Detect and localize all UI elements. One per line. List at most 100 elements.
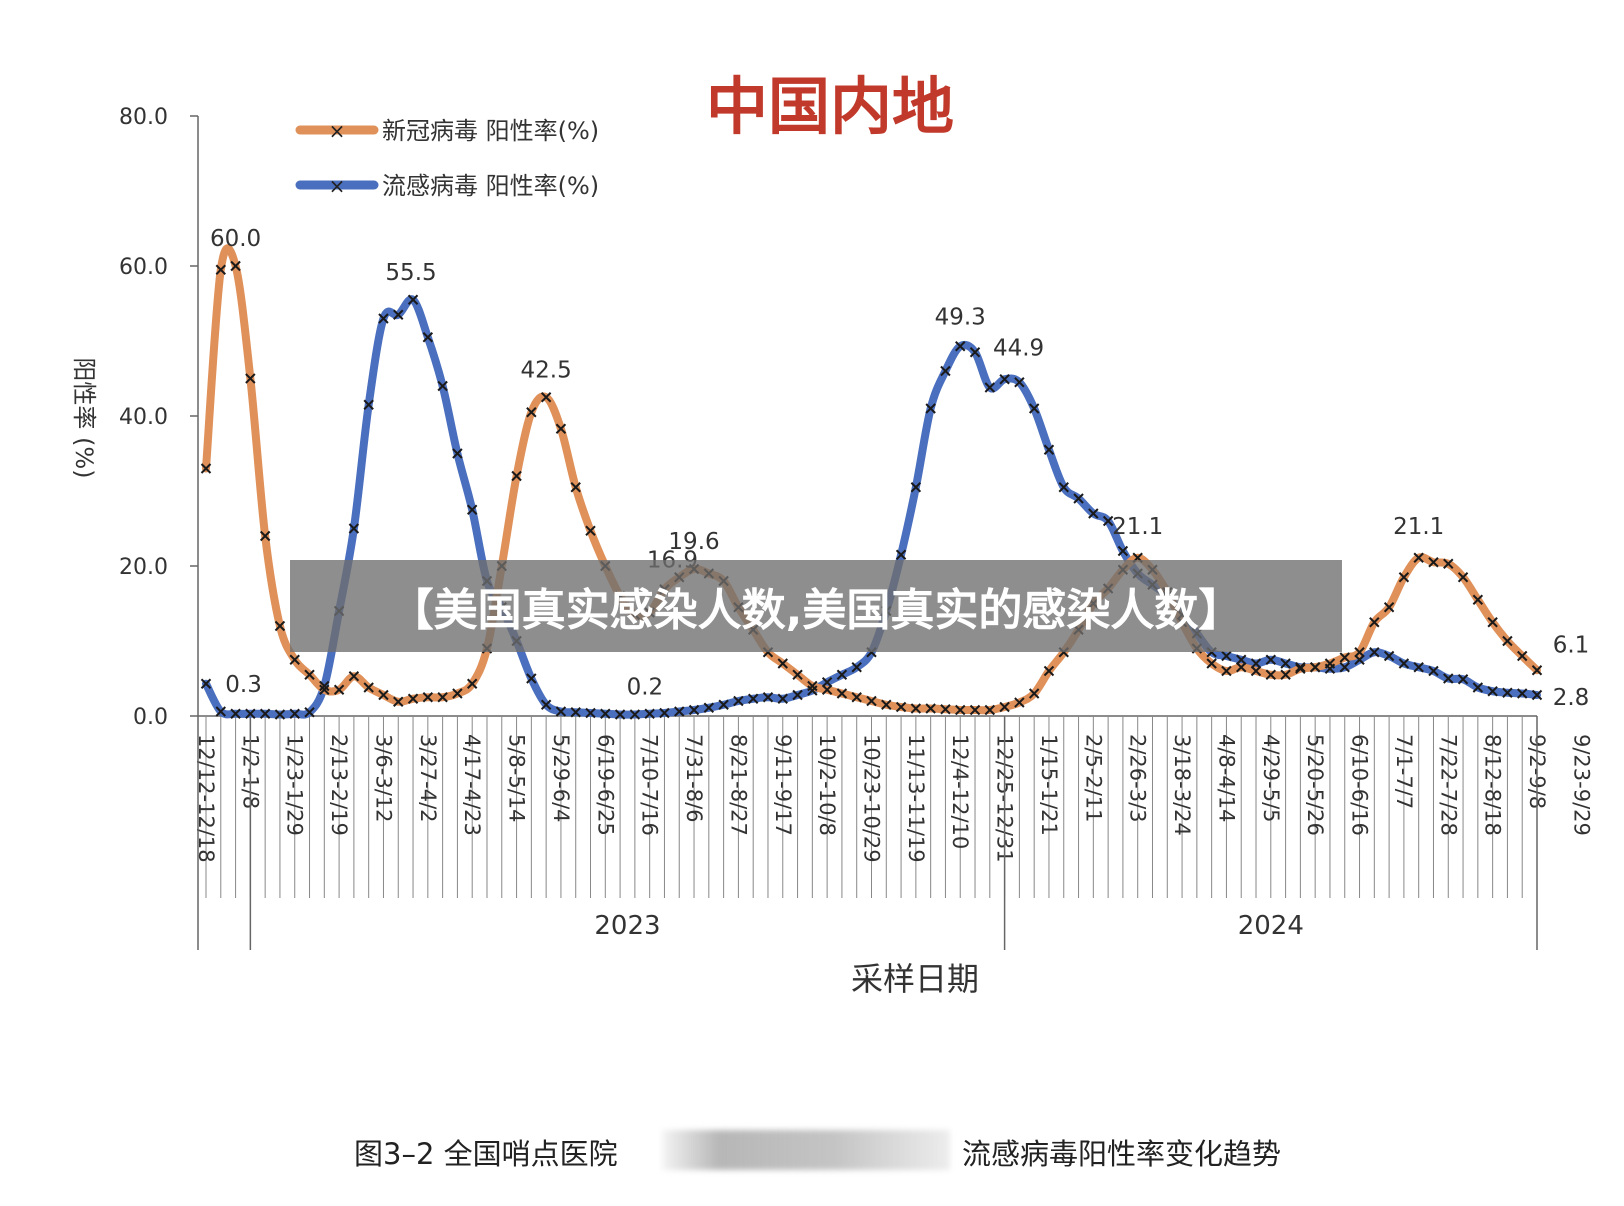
data-point-flu: [230, 708, 241, 719]
data-point-flu: [969, 347, 981, 358]
data-point-covid: [1309, 662, 1321, 673]
data-point-flu: [1221, 650, 1232, 662]
data-point-covid: [393, 696, 404, 707]
data-point-flu: [851, 662, 862, 673]
data-point-flu: [585, 707, 596, 719]
data-point-flu: [407, 294, 419, 305]
data-point-covid: [245, 373, 256, 384]
x-tick-label: 10/23-10/29: [860, 734, 884, 863]
y-tick-label: 80.0: [119, 105, 168, 130]
data-point-flu: [1487, 686, 1498, 697]
data-point-flu: [821, 677, 833, 688]
data-point-covid: [1295, 663, 1306, 674]
data-point-covid: [289, 654, 300, 665]
x-tick-label: 4/29-5/5: [1259, 734, 1283, 823]
data-point-flu: [437, 380, 448, 392]
data-point-flu: [674, 706, 685, 717]
x-tick-label: 6/19-6/25: [593, 734, 617, 836]
data-point-covid: [585, 525, 596, 536]
x-tick-label: 3/18-3/24: [1170, 734, 1194, 836]
data-point-flu: [747, 693, 759, 704]
data-point-flu: [289, 708, 300, 719]
x-tick-label: 7/31-8/6: [682, 734, 706, 823]
data-point-covid: [984, 704, 996, 716]
data-point-flu: [1073, 493, 1084, 504]
data-point-flu: [1295, 662, 1306, 673]
data-point-covid: [807, 680, 818, 692]
data-point-covid: [319, 684, 330, 695]
data-point-covid: [407, 693, 419, 704]
data-label-covid: 19.6: [668, 529, 719, 555]
data-label-flu: 49.3: [935, 304, 986, 330]
data-point-flu: [1398, 658, 1410, 669]
data-point-covid: [1502, 635, 1513, 647]
data-point-covid: [259, 530, 271, 542]
data-point-covid: [1236, 662, 1247, 673]
figure-caption-right: 流感病毒阳性率变化趋势: [962, 1137, 1281, 1171]
overlay-banner: 【美国真实感染人数,美国真实的感染人数】: [290, 560, 1342, 652]
data-point-covid: [1369, 617, 1380, 628]
x-tick-label: 11/13-11/19: [904, 734, 928, 863]
data-point-flu: [1517, 688, 1528, 699]
data-label-flu: 0.3: [225, 672, 262, 698]
data-point-covid: [422, 692, 434, 703]
data-point-flu: [570, 707, 581, 718]
data-point-flu: [1383, 650, 1395, 662]
x-tick-label: 5/29-6/4: [549, 734, 573, 823]
data-point-covid: [304, 669, 315, 680]
data-point-flu: [452, 448, 463, 459]
x-tick-label: 1/15-1/21: [1037, 734, 1061, 836]
data-point-covid: [792, 669, 803, 680]
y-axis-title: 阳性率 (%): [70, 357, 98, 478]
data-point-covid: [466, 678, 478, 689]
data-point-flu: [895, 549, 907, 560]
data-point-flu: [1028, 403, 1040, 414]
data-point-flu: [925, 403, 936, 414]
data-point-covid: [1339, 652, 1350, 663]
data-point-flu: [274, 709, 286, 720]
data-point-covid: [1265, 669, 1277, 680]
x-tick-label: 9/23-9/29: [1569, 734, 1593, 836]
data-label-flu: 0.2: [627, 675, 664, 701]
data-point-flu: [688, 704, 700, 716]
x-tick-label: 10/2-10/8: [815, 734, 839, 836]
data-point-flu: [393, 309, 404, 320]
data-point-covid: [1531, 665, 1543, 676]
legend-label-covid: 新冠病毒 阳性率(%): [382, 117, 599, 145]
x-tick-label: 4/8-4/14: [1214, 734, 1238, 823]
data-point-covid: [230, 260, 241, 272]
figure-caption-left: 图3–2 全国哨点医院: [354, 1137, 618, 1171]
data-point-flu: [540, 699, 552, 710]
data-point-covid: [555, 423, 567, 434]
data-point-flu: [1443, 673, 1454, 684]
data-point-covid: [1324, 658, 1336, 669]
data-point-flu: [363, 399, 374, 410]
data-point-flu: [1472, 682, 1484, 693]
data-point-covid: [821, 684, 833, 695]
data-point-flu: [1339, 662, 1350, 673]
data-point-flu: [1088, 508, 1099, 519]
data-point-flu: [733, 695, 744, 707]
data-point-covid: [511, 470, 522, 482]
data-point-flu: [1043, 444, 1055, 455]
data-point-covid: [1250, 665, 1262, 677]
legend-label-flu: 流感病毒 阳性率(%): [382, 172, 599, 200]
x-tick-label: 7/1-7/7: [1392, 734, 1416, 809]
data-point-flu: [836, 669, 848, 680]
data-point-covid: [1206, 658, 1217, 669]
data-point-covid: [200, 463, 212, 474]
x-tick-label: 7/10-7/16: [638, 734, 662, 836]
data-point-flu: [1265, 654, 1277, 665]
data-point-flu: [245, 708, 256, 719]
data-point-covid: [1472, 594, 1484, 605]
data-point-covid: [940, 704, 951, 715]
data-label-covid: 60.0: [210, 226, 261, 252]
data-point-flu: [807, 685, 818, 696]
data-point-flu: [200, 678, 212, 689]
blurred-caption-region: [662, 1130, 950, 1170]
data-point-flu: [1250, 658, 1262, 669]
data-point-flu: [1369, 647, 1380, 658]
data-point-flu: [1236, 654, 1247, 665]
data-point-covid: [437, 692, 448, 703]
